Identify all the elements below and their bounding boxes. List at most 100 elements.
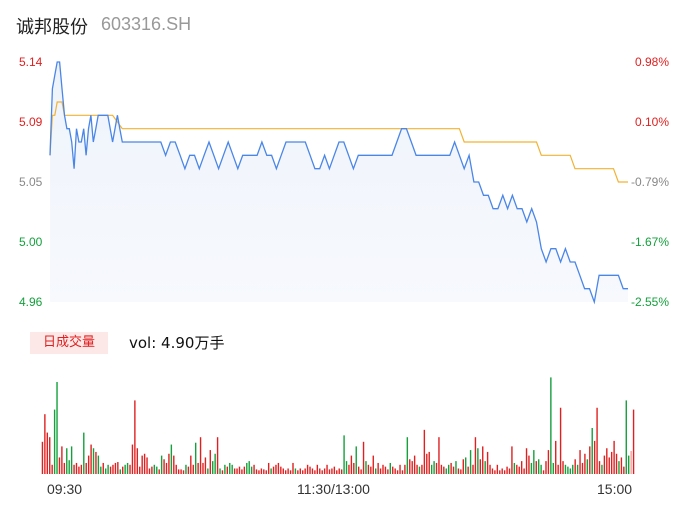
stock-code: 603316.SH <box>101 14 192 34</box>
volume-bar <box>435 462 438 474</box>
volume-bar <box>265 470 267 474</box>
volume-bar <box>328 469 331 474</box>
volume-bar <box>97 455 100 474</box>
volume-bar <box>365 461 367 474</box>
volume-bar <box>579 450 581 474</box>
volume-bar <box>190 455 192 474</box>
volume-bar <box>87 455 90 474</box>
price-line <box>49 61 628 305</box>
volume-bar <box>628 455 630 474</box>
volume-bar <box>277 462 280 474</box>
volume-bar <box>438 437 440 474</box>
volume-bar <box>530 462 533 474</box>
price-tick-label: 4.96 <box>19 295 43 309</box>
volume-bar <box>518 466 520 474</box>
volume-bar <box>314 470 316 474</box>
volume-bar <box>309 466 311 474</box>
volume-bar <box>63 462 66 474</box>
time-tick-label: 15:00 <box>597 481 633 497</box>
volume-bar <box>426 453 428 474</box>
volume-bar <box>477 448 479 474</box>
volume-bar <box>122 466 124 474</box>
volume-bar <box>576 464 579 474</box>
volume-bar <box>158 469 160 474</box>
volume-bar <box>275 464 277 474</box>
volume-bar <box>321 470 323 474</box>
volume-bar <box>78 466 80 474</box>
volume-bar <box>540 464 542 474</box>
pct-tick-label: 0.98% <box>634 55 669 69</box>
volume-bar <box>267 462 270 474</box>
volume-bar <box>126 462 129 474</box>
volume-bar <box>399 464 401 474</box>
volume-bar <box>620 457 623 474</box>
volume-bar <box>460 469 462 474</box>
volume-bar <box>513 462 516 474</box>
volume-bar <box>443 466 445 474</box>
volume-bar <box>557 464 559 474</box>
volume-bar <box>229 462 231 474</box>
volume-bar <box>472 464 474 474</box>
volume-bar <box>340 469 343 474</box>
volume-bar <box>146 457 148 474</box>
volume-bar <box>496 464 499 474</box>
volume-bar <box>484 461 486 474</box>
volume-bar <box>593 440 596 474</box>
volume-badge: 日成交量 <box>30 332 108 354</box>
volume-bar <box>618 461 620 474</box>
pct-tick-label: 0.10% <box>634 115 669 129</box>
volume-bar <box>173 455 175 474</box>
volume-bar <box>489 464 491 474</box>
volume-bar <box>280 466 282 474</box>
volume-bar <box>117 462 119 474</box>
volume-bar <box>187 466 190 474</box>
volume-bar <box>180 469 182 474</box>
volume-bar <box>75 462 78 474</box>
volume-bar <box>250 466 253 474</box>
volume-bar <box>348 464 350 474</box>
volume-bar <box>523 468 525 474</box>
volume-bar <box>224 464 226 474</box>
volume-bar <box>289 470 292 474</box>
volume-bar <box>411 461 413 474</box>
volume-bar <box>455 461 457 474</box>
volume-bar <box>511 446 513 474</box>
volume-bar <box>182 470 185 474</box>
volume-bar <box>445 468 447 474</box>
volume-bar <box>214 453 216 474</box>
volume-bar <box>613 440 615 474</box>
volume-bar <box>357 466 360 474</box>
volume-bar <box>319 468 321 474</box>
volume-bar <box>447 464 450 474</box>
volume-bar <box>508 468 511 474</box>
volume-bar <box>413 455 416 474</box>
volume-bar <box>202 462 204 474</box>
volume-bar <box>304 468 306 474</box>
volume-bar <box>574 459 576 474</box>
volume-bar <box>326 464 328 474</box>
volume-bar <box>141 455 143 474</box>
volume-bar <box>428 451 430 474</box>
volume-bar <box>53 409 56 474</box>
volume-bar <box>506 466 508 474</box>
volume-bar <box>170 444 173 474</box>
volume-bar <box>175 464 177 474</box>
volume-bar <box>533 450 535 474</box>
volume-bar <box>124 464 126 474</box>
volume-bar <box>134 400 136 474</box>
volume-bar <box>516 464 518 474</box>
price-tick-label: 5.05 <box>19 175 43 189</box>
volume-bar <box>151 466 153 474</box>
volume-bar <box>185 464 187 474</box>
volume-bar <box>603 455 606 474</box>
volume-bar <box>377 462 379 474</box>
volume-bar <box>569 468 572 474</box>
volume-bar <box>112 464 114 474</box>
volume-bar <box>49 437 51 474</box>
volume-bar <box>197 462 199 474</box>
volume-bar <box>474 437 477 474</box>
volume-bar <box>396 470 399 474</box>
volume-bar <box>370 466 372 474</box>
volume-bar <box>331 468 333 474</box>
